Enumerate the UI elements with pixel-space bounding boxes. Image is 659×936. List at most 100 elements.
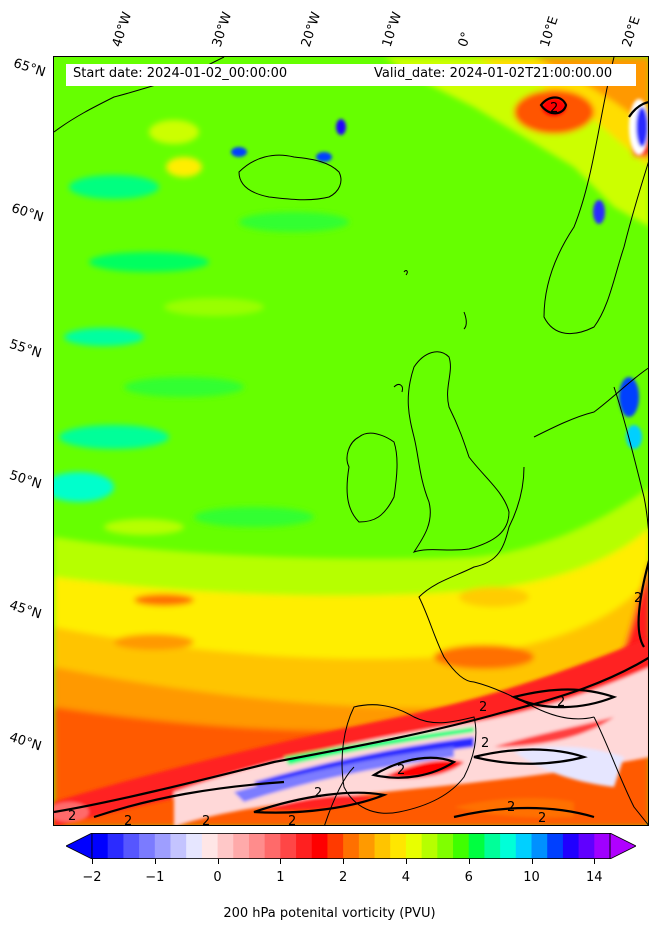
- contour-label-12: 2: [634, 591, 643, 606]
- pv-2-contour-africa: [453, 806, 595, 819]
- lon-label-30w: 30°W: [209, 10, 236, 49]
- colorbar-tick-label: 2: [339, 870, 348, 885]
- colorbar-swatch: [374, 833, 391, 859]
- colorbar-tick-label: 6: [464, 870, 473, 885]
- colorbar-swatch: [186, 833, 203, 859]
- colorbar-tick-mark: [594, 859, 596, 864]
- colorbar-tick-label: −1: [145, 870, 165, 885]
- lat-label-65n: 65°N: [11, 56, 48, 81]
- valid-date: Valid_date: 2024-01-02T21:00:00.00: [374, 66, 613, 81]
- colorbar-swatch: [343, 833, 360, 859]
- colorbar-tick-label: 10: [523, 870, 540, 885]
- colorbar-swatch: [201, 833, 219, 859]
- colorbar-swatch: [421, 833, 438, 859]
- colorbar-title: 200 hPa potenital vorticity (PVU): [223, 906, 436, 921]
- colorbar-tick-label: 4: [401, 870, 411, 885]
- pv-2-contour-main: [54, 656, 648, 814]
- pv-2-contour-med: [510, 688, 618, 709]
- colorbar-tick-mark: [154, 859, 156, 864]
- contour-label-5: 2: [314, 786, 323, 801]
- lat-label-50n: 50°N: [7, 468, 44, 493]
- coastline-denmark-germany: [533, 367, 648, 438]
- contour-label-8: 2: [202, 814, 211, 826]
- lon-label-20e: 20°E: [619, 14, 644, 50]
- contour-label-9: 2: [288, 814, 297, 826]
- colorbar-tick-label: −2: [82, 870, 102, 885]
- contour-label-2: 2: [557, 695, 566, 710]
- contour-label-11: 2: [538, 811, 547, 826]
- colorbar-swatch: [311, 833, 328, 859]
- colorbar-swatch: [217, 833, 234, 859]
- pv-2-contour-north: [539, 96, 568, 115]
- lat-label-40n: 40°N: [7, 730, 44, 755]
- coastline-italy: [593, 716, 648, 825]
- coastline-ireland: [346, 432, 398, 523]
- colorbar-swatch: [468, 833, 485, 859]
- lon-label-10e: 10°E: [537, 14, 562, 50]
- colorbar-swatch: [327, 833, 344, 859]
- coastline-scotland-islands: [393, 384, 403, 393]
- colorbar-swatch: [92, 833, 109, 859]
- colorbar-swatch: [280, 833, 297, 859]
- coastline-faroe: [403, 270, 408, 276]
- colorbar-tick-mark: [405, 859, 407, 864]
- colorbar-swatch: [562, 833, 580, 859]
- colorbar-border: [91, 833, 611, 859]
- contour-label-1: 2: [479, 700, 488, 715]
- colorbar-swatch: [248, 833, 266, 859]
- pv-2-contour-east: [473, 748, 588, 765]
- colorbar-swatch: [390, 833, 407, 859]
- coastline-netherlands-france: [418, 466, 525, 683]
- colorbar-under-triangle: [66, 833, 93, 859]
- contour-label-north: 2: [550, 101, 559, 116]
- map-panel: 2 2 2 2 2 2 2 2 2 2 2 2 2: [53, 56, 649, 826]
- pv-2-contour-far-east: [637, 560, 648, 648]
- coastline-iberia: [341, 704, 477, 814]
- pv-2-contour-south: [93, 780, 285, 819]
- colorbar-swatch: [547, 833, 564, 859]
- colorbar-swatch: [453, 833, 470, 859]
- colorbar-swatch: [154, 833, 171, 859]
- colorbar-swatch: [405, 833, 423, 859]
- colorbar-swatch: [358, 833, 376, 859]
- colorbar-tick-mark: [217, 859, 219, 864]
- contour-label-3: 2: [481, 736, 490, 751]
- colorbar-swatch: [437, 833, 454, 859]
- pv-2-contours: [54, 96, 648, 819]
- coastline-britain: [407, 351, 510, 553]
- coastline-east-europe: [613, 386, 648, 531]
- coastline-shetland: [463, 311, 467, 330]
- colorbar-tick-mark: [280, 859, 282, 864]
- pv-2-contour-lower: [253, 791, 388, 814]
- coastlines: [54, 57, 648, 825]
- coastline-iceland: [238, 154, 342, 201]
- lat-label-55n: 55°N: [7, 337, 44, 362]
- pv-2-contour-ne: [628, 101, 648, 118]
- colorbar-over-triangle: [609, 833, 636, 859]
- lon-label-40w: 40°W: [109, 10, 136, 49]
- contour-label-6: 2: [68, 809, 77, 824]
- lon-label-0: 0°: [455, 30, 475, 49]
- colorbar-swatch: [233, 833, 250, 859]
- coastline-africa: [324, 766, 355, 825]
- colorbar-tick-mark: [343, 859, 345, 864]
- start-date: Start date: 2024-01-02_00:00:00: [73, 66, 288, 81]
- colorbar-tick-label: 0: [213, 870, 222, 885]
- contour-label-10: 2: [507, 800, 516, 815]
- pv-2-contour-iberia: [371, 756, 457, 779]
- pv-jet-band: [54, 98, 648, 825]
- contour-label-7: 2: [124, 814, 133, 826]
- colorbar-tick-mark: [468, 859, 470, 864]
- colorbar-tick-mark: [531, 859, 533, 864]
- colorbar-swatch: [515, 833, 533, 859]
- colorbar-swatch: [500, 833, 517, 859]
- colorbar-swatch: [578, 833, 595, 859]
- colorbar-swatch: [170, 833, 187, 859]
- contour-label-4: 2: [397, 763, 406, 778]
- colorbar-swatch: [264, 833, 281, 859]
- pv-field-map: [54, 57, 648, 825]
- colorbar-swatch: [123, 833, 140, 859]
- colorbar-tick-label: 14: [586, 870, 603, 885]
- lat-label-45n: 45°N: [7, 598, 44, 623]
- coastline-norway: [543, 57, 648, 335]
